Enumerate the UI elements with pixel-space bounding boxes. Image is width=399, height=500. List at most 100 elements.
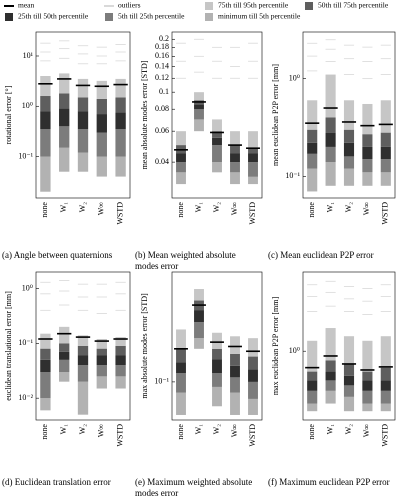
percentile-band xyxy=(325,380,336,391)
caption: (d) Euclidean translation error xyxy=(2,477,111,487)
percentile-band xyxy=(343,363,355,376)
x-tick-label: W₂ xyxy=(78,424,87,435)
percentile-band xyxy=(307,100,318,130)
percentile-band xyxy=(212,119,222,132)
percentile-band xyxy=(362,371,373,381)
x-tick-label: WSTD xyxy=(248,424,257,447)
percentile-band xyxy=(194,92,204,101)
y-axis-title: max absolute modes error [STD] xyxy=(140,293,149,399)
legend-label: 5th till 25th percentile xyxy=(118,12,185,21)
percentile-band xyxy=(343,156,355,169)
x-tick-label: WSTD xyxy=(115,202,124,225)
y-tick-label: 0.1 xyxy=(159,87,169,96)
plot-frame xyxy=(302,31,396,199)
percentile-band xyxy=(96,376,107,389)
percentile-band xyxy=(212,137,222,146)
percentile-band xyxy=(176,362,186,374)
percentile-band xyxy=(77,355,89,366)
y-tick-label: 0.14 xyxy=(155,61,169,70)
legend-label: outliers xyxy=(118,1,141,10)
percentile-band xyxy=(325,146,336,163)
percentile-band xyxy=(40,111,51,130)
percentile-band xyxy=(248,381,258,399)
percentile-band xyxy=(59,372,70,382)
percentile-band xyxy=(380,146,391,160)
y-tick-label: 10¹ xyxy=(23,51,34,60)
percentile-band xyxy=(212,131,222,138)
y-axis-title: max euclidean P2P error [mm] xyxy=(271,296,280,395)
x-tick-label: none xyxy=(40,202,49,218)
percentile-band xyxy=(343,142,355,157)
percentile-band xyxy=(77,111,89,130)
percentile-band xyxy=(362,103,373,135)
percentile-band xyxy=(362,159,373,173)
x-tick-label: none xyxy=(307,202,316,218)
percentile-band xyxy=(96,114,107,133)
x-tick-label: W∞ xyxy=(362,202,371,216)
percentile-band xyxy=(248,153,258,163)
percentile-band xyxy=(380,172,391,186)
y-tick-label: 10⁰ xyxy=(289,346,300,355)
x-tick-label: none xyxy=(40,424,49,440)
x-tick-label: none xyxy=(307,424,316,440)
x-tick-label: WSTD xyxy=(248,202,257,225)
percentile-band xyxy=(194,104,204,110)
percentile-band xyxy=(96,348,107,356)
x-tick-label: W∞ xyxy=(230,424,239,438)
plot-frame xyxy=(302,271,396,421)
percentile-band xyxy=(230,353,240,366)
y-tick-label: 10⁰ xyxy=(22,283,33,292)
percentile-band xyxy=(248,176,258,185)
percentile-band xyxy=(343,129,355,143)
legend-label: mean xyxy=(18,1,34,10)
percentile-band xyxy=(115,337,126,346)
y-axis-title: euclidean translational error [mm] xyxy=(4,291,13,401)
percentile-band xyxy=(194,119,204,132)
percentile-band xyxy=(212,348,222,360)
percentile-band xyxy=(77,129,89,153)
percentile-band xyxy=(115,345,126,356)
legend-symbol xyxy=(305,2,313,10)
percentile-band xyxy=(248,162,258,177)
caption: (e) Maximum weighted absolute modes erro… xyxy=(135,477,253,498)
percentile-band xyxy=(248,369,258,382)
percentile-band xyxy=(307,340,318,372)
x-tick-label: W₂ xyxy=(344,424,353,435)
percentile-band xyxy=(115,376,126,389)
y-tick-label: 0.16 xyxy=(155,51,169,60)
percentile-band xyxy=(77,381,89,415)
x-tick-label: none xyxy=(176,424,185,440)
percentile-band xyxy=(59,126,70,148)
legend-symbol xyxy=(105,13,113,21)
percentile-band xyxy=(40,333,51,349)
percentile-band xyxy=(343,168,355,186)
y-axis-title: mean absolute modes error [STD] xyxy=(140,60,149,169)
x-tick-label: W∞ xyxy=(97,202,106,216)
percentile-band xyxy=(77,152,89,172)
y-axis-title: rotational error [°] xyxy=(4,85,13,144)
percentile-band xyxy=(230,377,240,393)
x-tick-label: WSTD xyxy=(115,424,124,447)
percentile-band xyxy=(325,328,336,361)
percentile-band xyxy=(307,390,318,404)
x-tick-label: WSTD xyxy=(381,424,390,447)
percentile-band xyxy=(176,329,186,349)
caption: (b) Mean weighted absolute modes error xyxy=(135,250,236,271)
percentile-band xyxy=(248,398,258,415)
plot-frame xyxy=(35,271,131,421)
x-tick-label: W₁ xyxy=(325,424,334,435)
percentile-band xyxy=(77,365,89,382)
percentile-band xyxy=(176,373,186,393)
legend-symbol xyxy=(205,13,213,21)
plot-frame xyxy=(171,31,263,199)
percentile-band xyxy=(194,338,204,349)
percentile-band xyxy=(343,100,355,130)
percentile-band xyxy=(77,335,89,346)
percentile-band xyxy=(194,289,204,301)
percentile-band xyxy=(115,156,126,177)
percentile-band xyxy=(77,97,89,112)
y-tick-label: 10⁻² xyxy=(18,393,33,402)
percentile-band xyxy=(325,390,336,404)
